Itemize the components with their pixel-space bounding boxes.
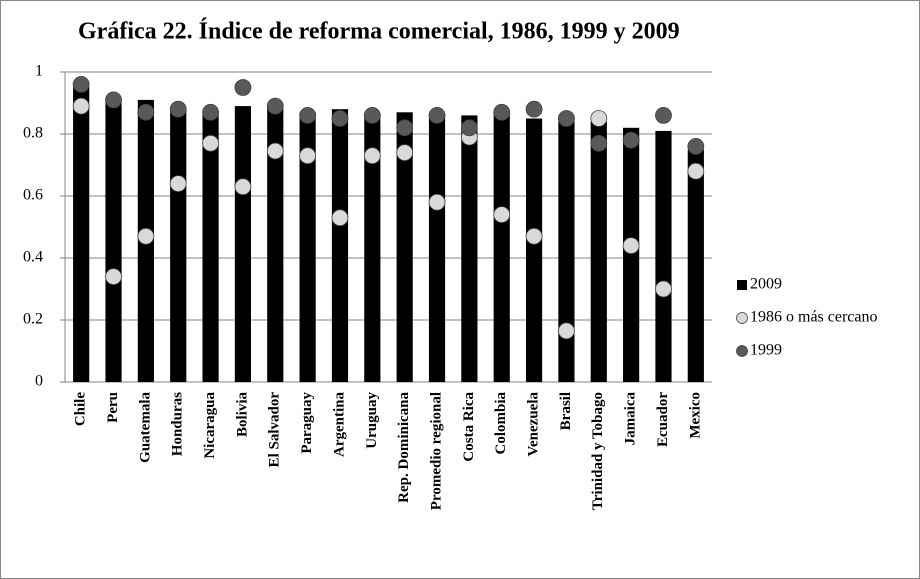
bar — [590, 121, 607, 382]
marker — [331, 110, 349, 127]
x-tick-label: El Salvador — [267, 392, 283, 468]
bar — [105, 99, 122, 383]
bar — [525, 118, 543, 382]
x-tick-label: Argentina — [331, 392, 347, 457]
bar — [299, 112, 316, 383]
x-tick-label: Mexico — [687, 392, 703, 439]
marker — [428, 107, 446, 124]
x-tick-label: Paraguay — [299, 392, 315, 454]
marker — [105, 91, 122, 109]
legend-swatch — [736, 345, 748, 357]
legend-swatch — [737, 280, 747, 290]
x-tick-label: Venezuela — [526, 392, 542, 457]
bar — [202, 112, 219, 383]
marker — [525, 227, 543, 245]
x-tick-label: Colombia — [493, 392, 509, 455]
x-tick-label: Uruguay — [364, 392, 380, 449]
y-tick-label: 0.4 — [23, 249, 43, 266]
bar — [267, 106, 284, 382]
marker — [202, 134, 219, 152]
marker — [363, 107, 381, 124]
marker — [72, 76, 90, 93]
y-tick-label: 0.2 — [23, 311, 43, 328]
marker — [202, 103, 219, 121]
bar — [170, 109, 187, 382]
x-tick-label: Bolivia — [234, 392, 250, 438]
legend-label: 2009 — [750, 276, 782, 293]
marker — [299, 147, 317, 165]
marker — [558, 110, 575, 127]
marker — [590, 134, 608, 152]
bar — [364, 115, 381, 383]
marker — [622, 131, 640, 149]
marker — [396, 119, 414, 137]
marker — [137, 103, 155, 121]
x-tick-label: Rep. Dominicana — [396, 392, 412, 503]
bar — [461, 115, 478, 383]
legend-label: 1999 — [750, 342, 782, 359]
marker — [169, 100, 187, 118]
bar — [73, 84, 90, 383]
x-tick-label: Nicaragua — [202, 392, 218, 459]
legend-label: 1986 o más cercano — [750, 309, 878, 326]
x-tick-label: Promedio regional — [428, 392, 444, 510]
x-tick-label: Guatemala — [137, 392, 153, 463]
bar — [687, 149, 704, 382]
y-tick-label: 0.8 — [23, 125, 43, 142]
y-tick-label: 1 — [35, 63, 43, 80]
x-tick-label: Brasil — [558, 392, 574, 430]
marker — [169, 175, 187, 193]
marker — [622, 237, 640, 255]
marker — [687, 137, 705, 155]
marker — [493, 103, 511, 121]
marker — [363, 147, 381, 165]
marker — [266, 97, 284, 115]
marker — [558, 322, 575, 340]
x-tick-label: Ecuador — [655, 392, 671, 447]
marker — [396, 144, 414, 162]
marker — [655, 107, 672, 124]
marker — [105, 268, 122, 286]
x-tick-label: Chile — [73, 392, 89, 427]
marker — [72, 97, 90, 115]
y-tick-label: 0 — [35, 373, 43, 390]
marker — [234, 178, 252, 196]
bar — [623, 127, 640, 382]
x-tick-label: Peru — [105, 392, 121, 423]
x-tick-label: Honduras — [170, 392, 186, 456]
chart-title: Gráfica 22. Índice de reforma comercial,… — [78, 19, 680, 45]
bar — [655, 130, 672, 382]
marker — [266, 142, 284, 160]
marker — [331, 209, 349, 227]
bar — [428, 115, 446, 383]
bar — [234, 106, 252, 382]
marker — [590, 110, 608, 127]
x-tick-label: Trinidad y Tobago — [590, 392, 606, 510]
marker — [655, 280, 672, 298]
marker — [234, 79, 252, 96]
bar — [331, 109, 349, 382]
x-tick-label: Jamaica — [623, 392, 639, 446]
marker — [460, 119, 478, 137]
marker — [687, 162, 705, 180]
bar — [396, 112, 413, 383]
marker — [493, 206, 511, 224]
marker — [525, 100, 543, 118]
marker — [299, 107, 317, 124]
bar — [558, 118, 575, 382]
y-tick-label: 0.6 — [23, 187, 43, 204]
marker — [428, 193, 446, 211]
legend-swatch — [736, 312, 748, 324]
bar — [493, 112, 510, 383]
x-tick-label: Costa Rica — [461, 392, 477, 462]
marker — [137, 227, 155, 245]
